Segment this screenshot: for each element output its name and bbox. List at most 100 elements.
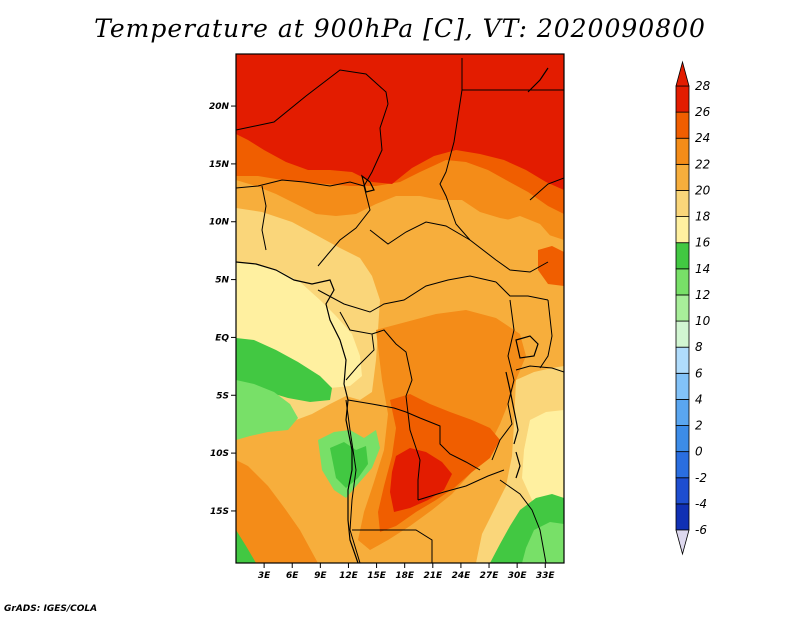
border-angola-zambia [405, 395, 421, 500]
colorbar-segment [675, 477, 690, 505]
colorbar-label: 12 [695, 288, 710, 302]
colorbar-segment [675, 294, 690, 322]
contour-14-se [522, 522, 564, 563]
colorbar-segment [675, 399, 690, 426]
colorbar-label: -6 [695, 523, 707, 537]
country-borders [236, 58, 564, 563]
y-tick-label: 20N [209, 102, 230, 112]
lake-chad [361, 174, 375, 193]
x-tick-label: 3E [258, 571, 271, 581]
border-angola-drc [347, 399, 481, 471]
colorbar-segment [675, 111, 690, 139]
colorbar-under-triangle [675, 529, 690, 556]
border-drc-west [371, 329, 413, 397]
chart-title: Temperature at 900hPa [C], VT: 202009080… [94, 14, 706, 43]
y-tick-label: EQ [215, 333, 229, 343]
contour-28-interior [390, 448, 452, 512]
border-sudan-ssudan [469, 239, 549, 273]
border-namibia-botswana [352, 529, 433, 563]
x-tick-label: 21E [423, 571, 443, 581]
contour-16-atlantic [236, 338, 332, 402]
colorbar-label: -2 [695, 471, 707, 485]
colorbar-over-triangle [675, 60, 690, 87]
border-ethiopia [529, 177, 564, 201]
border-kenya [539, 299, 553, 369]
border-zambia-zimbabwe [417, 469, 505, 501]
contour-16-angola [330, 442, 368, 488]
colorbar-label: 24 [695, 131, 710, 145]
contour-26-ne [538, 246, 564, 286]
border-nigeria-cameroon [317, 185, 371, 267]
colorbar-label: 8 [695, 340, 703, 354]
colorbar-label: 6 [695, 366, 703, 380]
x-axis-ticks: 3E 6E 9E 12E 15E 18E 21E 24E 27E 30E 33E [258, 563, 556, 581]
colorbar-label: 28 [695, 79, 711, 93]
border-car-congo [317, 275, 497, 313]
colorbar-label: 14 [695, 262, 710, 276]
colorbar-segment [675, 425, 690, 453]
border-nigeria-niger [236, 179, 365, 189]
contour-20-sw [236, 440, 360, 563]
border-gabon-congo [339, 311, 375, 381]
lake-tanganyika [505, 371, 519, 445]
colorbar-label: 26 [695, 105, 711, 119]
x-tick-label: 12E [339, 571, 359, 581]
red-sea [527, 67, 549, 93]
colorbar-segment [675, 346, 690, 374]
temperature-field [236, 54, 564, 563]
contour-22-sw [236, 460, 318, 563]
colorbar-segment [675, 85, 690, 113]
colorbar-segment [675, 242, 690, 270]
colorbar-segment [675, 268, 690, 296]
x-tick-label: 6E [286, 571, 299, 581]
colorbar-segment [675, 163, 690, 191]
colorbar-label: 22 [695, 157, 710, 171]
y-tick-label: 10S [210, 449, 229, 459]
y-axis-ticks: 20N 15N 10N 5N EQ 5S 10S 15S [209, 102, 236, 517]
x-tick-label: 30E [508, 571, 528, 581]
coastlines [236, 67, 549, 563]
border-chad-sudan [439, 58, 471, 241]
lake-victoria [515, 335, 539, 359]
coastline-gulf-of-guinea [236, 261, 359, 563]
colorbar-segment [675, 503, 690, 531]
contour-14-atlantic [236, 380, 298, 440]
colorbar-segment [675, 320, 690, 348]
colorbar-label: 2 [695, 419, 703, 433]
y-tick-label: 5S [216, 391, 229, 401]
border-niger-libya [363, 103, 389, 187]
colorbar-segment [675, 216, 690, 244]
x-tick-label: 27E [480, 571, 500, 581]
y-tick-label: 15N [209, 160, 230, 170]
contour-18-east [522, 410, 564, 520]
colorbar-label: 4 [695, 392, 703, 406]
border-nigeria-benin [261, 185, 267, 251]
x-tick-label: 15E [367, 571, 387, 581]
map-frame [235, 53, 565, 564]
border-chad-car [369, 221, 471, 245]
colorbar-segment [675, 190, 690, 217]
x-tick-label: 24E [452, 571, 472, 581]
x-tick-label: 9E [314, 571, 327, 581]
colorbar-segment [675, 372, 690, 400]
y-tick-label: 5N [215, 276, 229, 286]
colorbar-label: 18 [695, 210, 711, 224]
x-tick-label: 18E [395, 571, 415, 581]
contour-14-sw-corner [236, 530, 256, 563]
colorbar-segment [675, 451, 690, 479]
border-mozambique [499, 479, 547, 563]
border-ssudan-uganda [495, 281, 549, 301]
colorbar-label: 0 [695, 445, 703, 459]
border-angola-namibia [345, 399, 361, 563]
y-tick-label: 10N [209, 218, 230, 228]
colorbar-segment [675, 137, 690, 165]
colorbar-label: 16 [695, 236, 711, 250]
lake-malawi [515, 451, 521, 479]
border-niger-algeria [236, 69, 389, 131]
x-tick-label: 33E [536, 571, 556, 581]
y-tick-label: 15S [210, 507, 229, 517]
colorbar-label: -4 [695, 497, 707, 511]
colorbar-label: 20 [695, 183, 711, 197]
